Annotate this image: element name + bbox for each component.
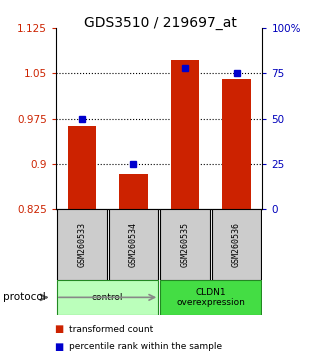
Bar [222,80,251,209]
Bar [108,209,158,280]
Text: GSM260534: GSM260534 [129,222,138,267]
Text: protocol: protocol [3,292,46,302]
Text: GSM260533: GSM260533 [77,222,86,267]
Text: percentile rank within the sample: percentile rank within the sample [69,342,222,352]
Bar [212,209,261,280]
Bar [160,280,261,315]
Text: ■: ■ [54,342,64,352]
Bar [57,280,158,315]
Text: GSM260535: GSM260535 [180,222,189,267]
Bar [57,209,107,280]
Text: transformed count: transformed count [69,325,153,334]
Bar [119,174,148,209]
Text: GSM260536: GSM260536 [232,222,241,267]
Bar [171,60,199,209]
Bar [68,126,96,209]
Text: GDS3510 / 219697_at: GDS3510 / 219697_at [84,16,236,30]
Text: control: control [92,293,123,302]
Text: CLDN1
overexpression: CLDN1 overexpression [176,288,245,307]
Text: ■: ■ [54,324,64,334]
Bar [160,209,210,280]
